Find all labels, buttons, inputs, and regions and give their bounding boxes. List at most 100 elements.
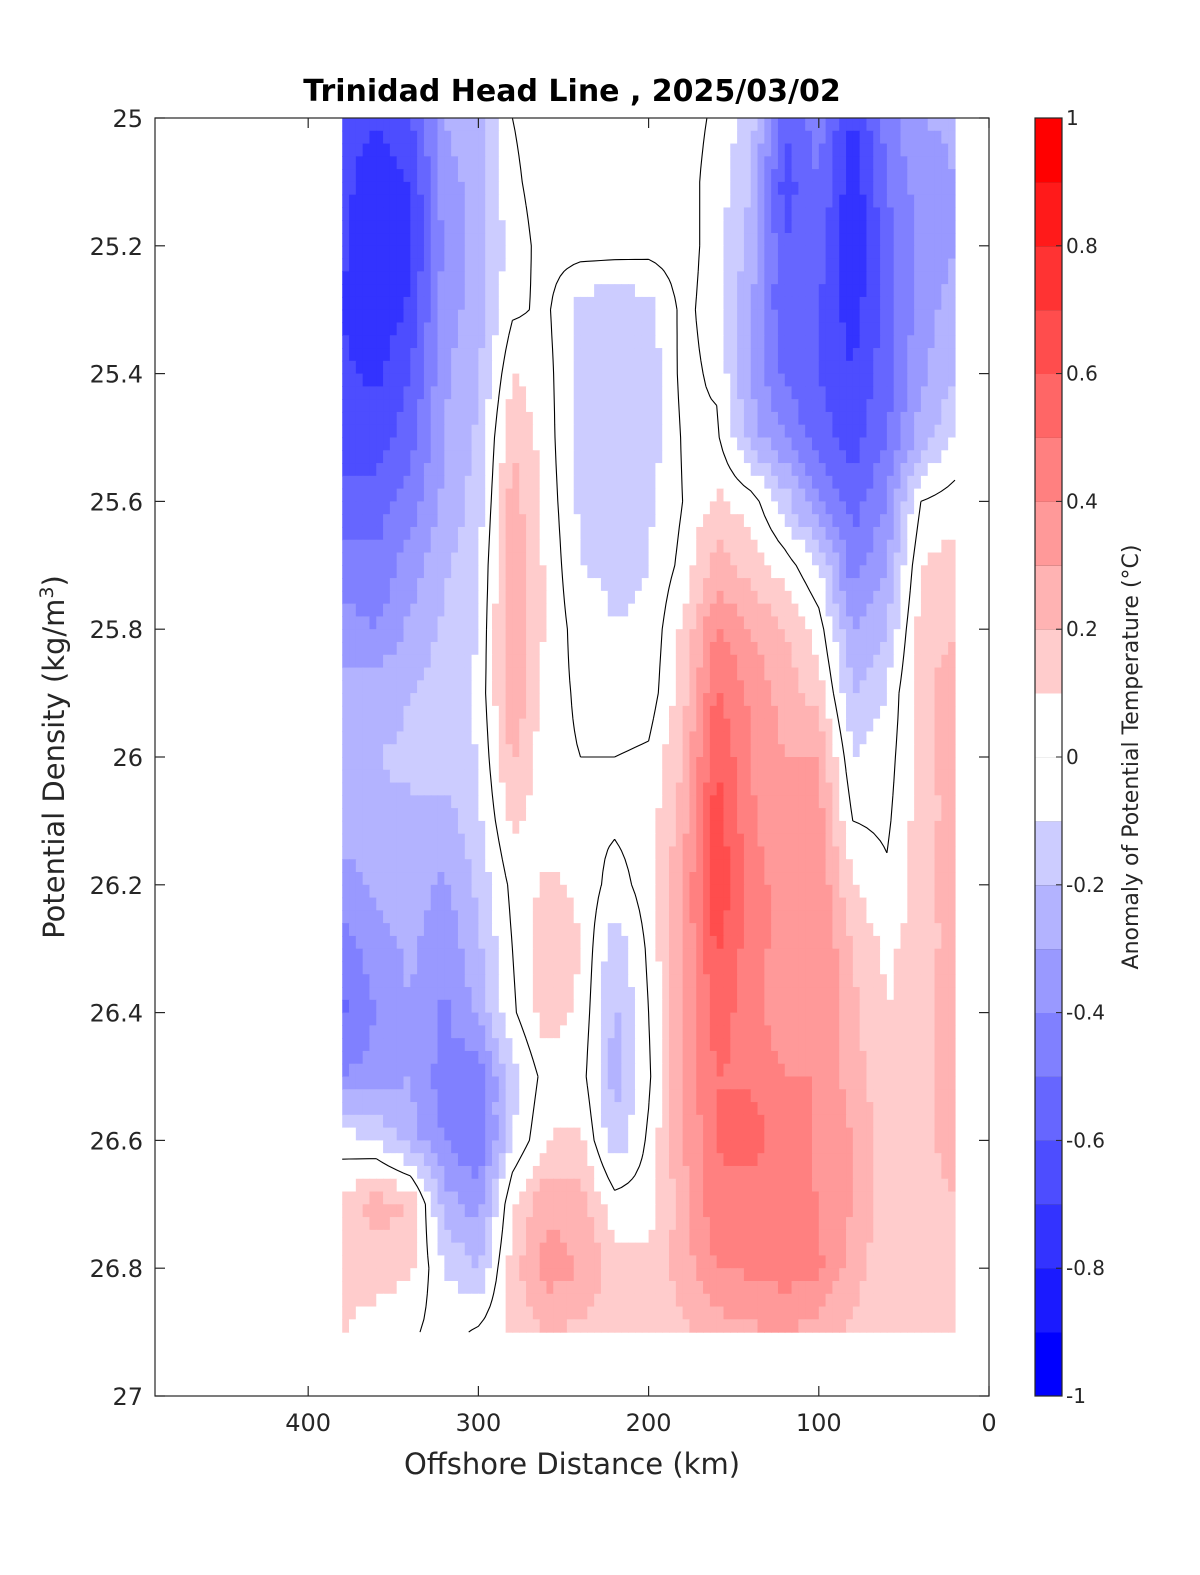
anomaly-cell <box>376 514 384 528</box>
anomaly-cell <box>580 335 588 349</box>
anomaly-cell <box>410 118 418 132</box>
anomaly-cell <box>600 207 609 221</box>
anomaly-cell <box>417 667 425 681</box>
anomaly-cell <box>451 194 459 209</box>
anomaly-cell <box>880 731 888 745</box>
anomaly-cell <box>798 616 806 630</box>
anomaly-cell <box>798 411 806 426</box>
anomaly-cell <box>675 565 684 579</box>
anomaly-cell <box>920 590 929 605</box>
anomaly-cell <box>927 424 936 439</box>
anomaly-cell <box>764 399 772 413</box>
anomaly-cell <box>811 143 820 157</box>
anomaly-cell <box>389 514 398 528</box>
anomaly-cell <box>621 782 629 796</box>
anomaly-cell <box>471 539 479 554</box>
anomaly-cell <box>757 143 765 157</box>
anomaly-cell <box>614 233 622 247</box>
anomaly-cell <box>839 514 847 528</box>
anomaly-cell <box>451 360 459 375</box>
anomaly-cell <box>784 284 793 298</box>
anomaly-cell <box>941 718 949 733</box>
anomaly-cell <box>423 194 432 209</box>
anomaly-cell <box>859 475 868 490</box>
anomaly-cell <box>485 360 493 375</box>
anomaly-cell <box>369 450 377 464</box>
anomaly-cell <box>389 335 398 349</box>
anomaly-cell <box>532 156 541 170</box>
anomaly-cell <box>376 808 384 822</box>
anomaly-cell <box>566 769 575 784</box>
anomaly-cell <box>403 245 411 260</box>
anomaly-cell <box>430 450 439 464</box>
anomaly-cell <box>355 654 364 669</box>
anomaly-cell <box>457 718 466 733</box>
anomaly-cell <box>737 296 745 311</box>
anomaly-cell <box>471 296 479 311</box>
anomaly-cell <box>587 156 595 170</box>
anomaly-cell <box>777 322 786 336</box>
anomaly-cell <box>498 169 507 183</box>
anomaly-cell <box>457 705 466 720</box>
anomaly-cell <box>818 245 827 260</box>
anomaly-cell <box>900 463 908 477</box>
anomaly-cell <box>580 245 588 260</box>
anomaly-cell <box>342 808 350 822</box>
anomaly-cell <box>634 245 643 260</box>
anomaly-cell <box>430 424 439 439</box>
anomaly-cell <box>369 411 377 426</box>
anomaly-cell <box>560 616 568 630</box>
anomaly-cell <box>825 603 834 618</box>
anomaly-cell <box>743 731 752 745</box>
anomaly-cell <box>580 680 588 694</box>
anomaly-cell <box>546 565 554 579</box>
anomaly-cell <box>417 603 425 618</box>
anomaly-cell <box>914 348 922 362</box>
anomaly-cell <box>771 373 779 387</box>
anomaly-cell <box>914 629 922 643</box>
anomaly-cell <box>852 539 861 554</box>
anomaly-cell <box>451 181 459 196</box>
anomaly-cell <box>818 373 827 387</box>
anomaly-cell <box>941 220 949 234</box>
anomaly-cell <box>546 782 554 796</box>
anomaly-cell <box>634 539 643 554</box>
anomaly-cell <box>634 348 643 362</box>
anomaly-cell <box>730 271 738 285</box>
anomaly-cell <box>566 757 575 771</box>
anomaly-cell <box>587 769 595 784</box>
anomaly-cell <box>764 603 772 618</box>
anomaly-cell <box>669 680 677 694</box>
anomaly-cell <box>492 373 500 387</box>
anomaly-cell <box>771 475 779 490</box>
anomaly-cell <box>634 616 643 630</box>
anomaly-cell <box>594 552 602 566</box>
anomaly-cell <box>594 514 602 528</box>
anomaly-cell <box>948 539 956 554</box>
anomaly-cell <box>437 463 445 477</box>
anomaly-cell <box>757 181 765 196</box>
anomaly-cell <box>362 718 371 733</box>
anomaly-cell <box>805 539 813 554</box>
anomaly-cell <box>709 565 718 579</box>
anomaly-cell <box>689 603 697 618</box>
anomaly-cell <box>886 296 895 311</box>
anomaly-cell <box>464 245 473 260</box>
anomaly-cell <box>423 526 432 541</box>
anomaly-cell <box>560 322 568 336</box>
anomaly-cell <box>743 424 752 439</box>
anomaly-cell <box>478 731 486 745</box>
anomaly-cell <box>764 808 772 822</box>
anomaly-cell <box>948 335 956 349</box>
anomaly-cell <box>423 629 432 643</box>
anomaly-cell <box>396 233 405 247</box>
anomaly-cell <box>355 360 364 375</box>
anomaly-cell <box>355 373 364 387</box>
anomaly-cell <box>519 245 527 260</box>
anomaly-cell <box>784 475 793 490</box>
anomaly-cell <box>532 629 541 643</box>
anomaly-cell <box>852 284 861 298</box>
anomaly-cell <box>464 296 473 311</box>
anomaly-cell <box>886 258 895 272</box>
anomaly-cell <box>757 245 765 260</box>
